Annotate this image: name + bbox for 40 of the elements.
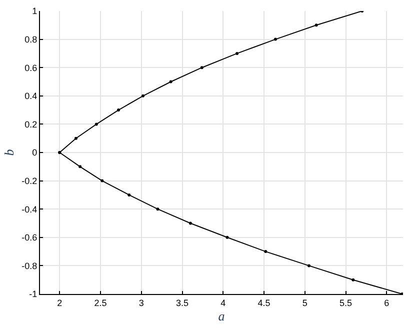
y-tick-label: -0.2 (22, 176, 38, 186)
y-tick-label: -0.4 (22, 204, 38, 214)
point (116, 108, 120, 112)
point (156, 208, 160, 211)
y-tick-label: -1 (29, 289, 38, 300)
y-tick-label: 0.6 (24, 62, 38, 73)
x-tick-label: 5.5 (340, 298, 352, 308)
y-tick-label: 1 (32, 6, 38, 16)
y-tick-label: 0.2 (24, 119, 38, 130)
x-tick-label: 4 (220, 298, 226, 308)
x-tick-label: 2.5 (94, 298, 107, 308)
x-tick-label: 4.5 (258, 298, 270, 308)
point (142, 94, 145, 98)
point (314, 24, 318, 27)
point (307, 264, 310, 268)
point (226, 236, 229, 239)
y-tick-label: 0 (32, 148, 38, 158)
y-tick-label: -0.6 (22, 232, 38, 243)
y-axis-title: b (2, 148, 17, 156)
x-tick-label: 2 (57, 298, 62, 308)
point (169, 80, 172, 84)
x-tick-label: 5 (302, 298, 308, 308)
y-tick-label: 0.4 (24, 91, 38, 102)
point (100, 179, 104, 182)
point (274, 38, 277, 41)
point (200, 66, 204, 70)
x-tick-label: 3.5 (176, 298, 189, 308)
y-tick-label: -0.8 (22, 260, 38, 271)
point (352, 278, 355, 282)
point (236, 52, 239, 55)
point (94, 122, 98, 126)
point (128, 193, 131, 196)
x-tick-label: 6 (384, 298, 390, 308)
point (264, 250, 268, 254)
point (74, 136, 78, 140)
x-tick-label: 3 (138, 298, 144, 308)
x-axis-title: a (218, 308, 226, 324)
y-tick-label: 0.8 (24, 34, 38, 44)
point (188, 222, 192, 225)
point (78, 165, 82, 168)
